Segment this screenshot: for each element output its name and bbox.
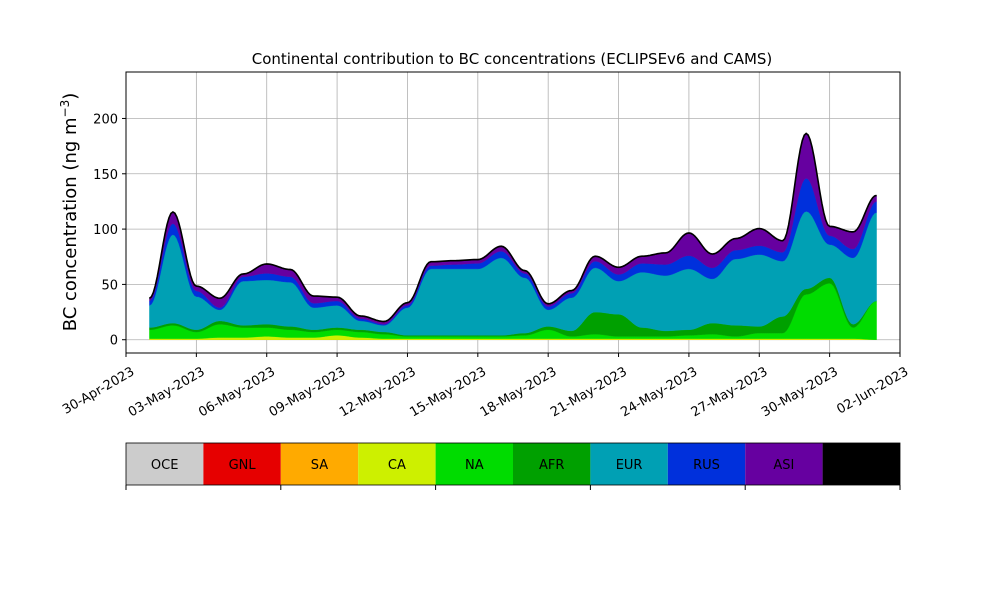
y-axis-label: BC concentration (ng m−3) [58, 93, 81, 332]
y-tick-label: 200 [93, 112, 118, 127]
y-axis-label-main: BC concentration (ng m [60, 117, 81, 331]
x-tick-label: 09-May-2023 [267, 364, 349, 420]
legend-label-afr: AFR [539, 458, 564, 473]
x-tick-label: 18-May-2023 [478, 364, 560, 420]
x-tick-label: 30-Apr-2023 [60, 364, 137, 417]
legend-colorbar: OCE GNL SA CA NA AFR EUR RUS ASI AUS [126, 443, 900, 490]
legend-label-gnl: GNL [229, 458, 257, 473]
legend-label-oce: OCE [151, 458, 179, 473]
x-tick-label: 24-May-2023 [618, 364, 700, 420]
x-axis-ticks: 30-Apr-202303-May-202306-May-202309-May-… [60, 353, 911, 420]
legend-label-rus: RUS [693, 458, 720, 473]
legend-label-eur: EUR [616, 458, 643, 473]
x-tick-label: 15-May-2023 [407, 364, 489, 420]
x-tick-label: 06-May-2023 [196, 364, 278, 420]
legend-label-aus: AUS [848, 458, 875, 473]
y-tick-label: 150 [93, 168, 118, 183]
x-tick-label: 02-Jun-2023 [834, 364, 911, 417]
chart-title: Continental contribution to BC concentra… [252, 50, 773, 68]
y-axis-label-close: ) [60, 93, 81, 100]
legend-label-na: NA [465, 458, 484, 473]
y-axis-ticks: 0 50 100 150 200 [93, 112, 126, 348]
x-tick-label: 12-May-2023 [337, 364, 419, 420]
x-tick-label: 27-May-2023 [689, 364, 771, 420]
y-tick-label: 50 [101, 278, 118, 293]
x-tick-label: 21-May-2023 [548, 364, 630, 420]
y-tick-label: 0 [110, 334, 118, 349]
x-tick-label: 03-May-2023 [126, 364, 208, 420]
y-tick-label: 100 [93, 223, 118, 238]
legend-label-sa: SA [311, 458, 328, 473]
y-axis-label-sup: −3 [58, 100, 72, 118]
x-tick-label: 30-May-2023 [759, 364, 841, 420]
legend-label-asi: ASI [773, 458, 794, 473]
area-layers [149, 133, 876, 339]
legend-label-ca: CA [388, 458, 406, 473]
